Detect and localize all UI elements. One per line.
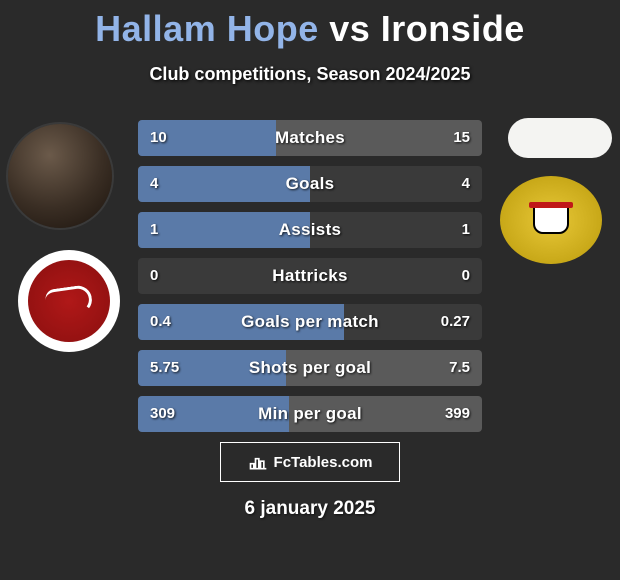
player2-name: Ironside: [381, 8, 525, 49]
player1-club-crest: [18, 250, 120, 352]
stat-row: 0.40.27Goals per match: [138, 304, 482, 340]
stat-row: 00Hattricks: [138, 258, 482, 294]
stats-container: 1015Matches 44Goals 11Assists 00Hattricks 0.…: [138, 120, 482, 442]
stat-label: Matches: [138, 120, 482, 156]
shield-icon: [533, 206, 569, 234]
player2-club-crest: [500, 176, 602, 264]
stat-label: Assists: [138, 212, 482, 248]
player2-avatar: [508, 118, 612, 158]
stat-label: Hattricks: [138, 258, 482, 294]
stat-row: 11Assists: [138, 212, 482, 248]
subtitle: Club competitions, Season 2024/2025: [0, 64, 620, 85]
player1-avatar: [8, 124, 112, 228]
stat-label: Min per goal: [138, 396, 482, 432]
brand-footer[interactable]: FcTables.com: [220, 442, 400, 482]
stat-label: Goals per match: [138, 304, 482, 340]
stat-label: Goals: [138, 166, 482, 202]
stat-label: Shots per goal: [138, 350, 482, 386]
stat-row: 1015Matches: [138, 120, 482, 156]
stat-row: 44Goals: [138, 166, 482, 202]
vs-separator: vs: [329, 8, 370, 49]
chart-icon: [248, 452, 268, 472]
date-label: 6 january 2025: [0, 498, 620, 520]
stat-row: 309399Min per goal: [138, 396, 482, 432]
comparison-title: Hallam Hope vs Ironside: [0, 0, 620, 50]
crest-inner: [28, 260, 110, 342]
stat-row: 5.757.5Shots per goal: [138, 350, 482, 386]
player1-name: Hallam Hope: [95, 8, 319, 49]
brand-label: FcTables.com: [274, 454, 373, 471]
shrimp-icon: [44, 284, 93, 318]
